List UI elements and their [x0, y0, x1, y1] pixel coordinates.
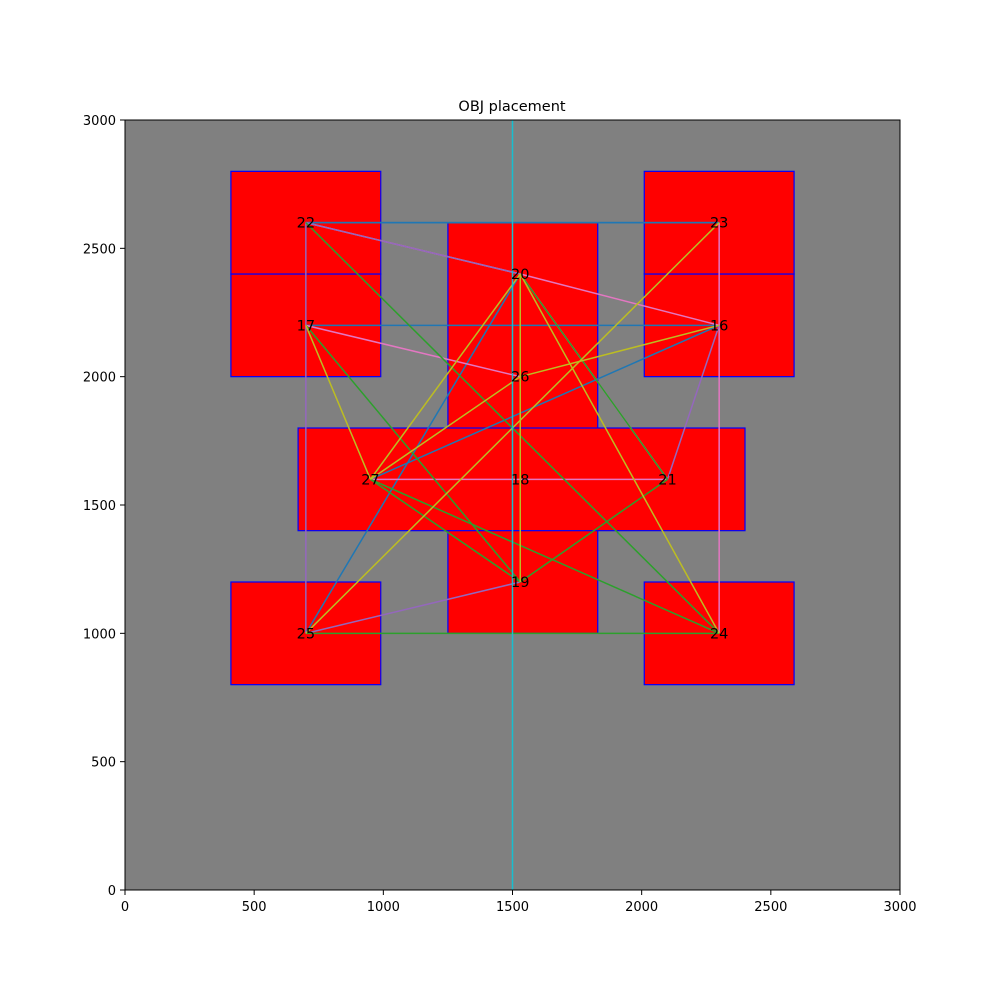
- node-label-16: 16: [710, 318, 728, 334]
- node-label-21: 21: [658, 472, 676, 488]
- y-tick-label-2500: 2500: [83, 242, 116, 257]
- y-tick-label-1000: 1000: [83, 627, 116, 642]
- node-label-27: 27: [361, 472, 379, 488]
- node-label-22: 22: [297, 216, 315, 232]
- y-tick-label-500: 500: [91, 756, 116, 771]
- x-tick-label-500: 500: [242, 900, 267, 915]
- x-tick-label-2500: 2500: [754, 900, 787, 915]
- x-tick-label-3000: 3000: [883, 900, 916, 915]
- y-tick-label-3000: 3000: [83, 114, 116, 129]
- node-label-24: 24: [710, 626, 728, 642]
- node-label-20: 20: [511, 267, 529, 283]
- node-label-25: 25: [297, 626, 315, 642]
- y-tick-label-1500: 1500: [83, 499, 116, 514]
- node-label-18: 18: [511, 472, 529, 488]
- node-label-19: 19: [511, 575, 529, 591]
- x-tick-label-1000: 1000: [367, 900, 400, 915]
- x-tick-label-0: 0: [121, 900, 129, 915]
- node-label-17: 17: [297, 318, 315, 334]
- node-label-23: 23: [710, 216, 728, 232]
- chart-title: OBJ placement: [458, 99, 565, 115]
- x-tick-label-1500: 1500: [496, 900, 529, 915]
- x-tick-label-2000: 2000: [625, 900, 658, 915]
- y-tick-label-2000: 2000: [83, 371, 116, 386]
- node-label-26: 26: [511, 370, 529, 386]
- y-tick-label-0: 0: [108, 884, 116, 899]
